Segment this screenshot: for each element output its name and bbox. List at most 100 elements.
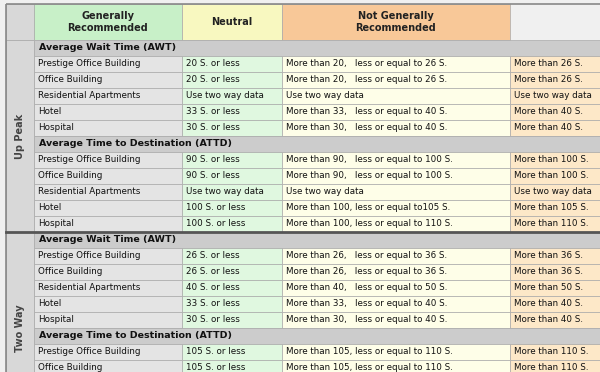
Bar (282, 56, 510, 72)
Bar (182, 88, 282, 104)
Bar (6, 200, 34, 216)
Text: More than 26,   less or equal to 36 S.: More than 26, less or equal to 36 S. (286, 251, 447, 260)
Text: Use two way data: Use two way data (186, 187, 264, 196)
Bar (34, 184, 182, 200)
Text: More than 105, less or equal to 110 S.: More than 105, less or equal to 110 S. (286, 347, 453, 356)
Bar (34, 72, 182, 88)
Bar (282, 344, 510, 360)
Bar (34, 312, 182, 328)
Bar (182, 104, 282, 120)
Text: More than 40 S.: More than 40 S. (514, 299, 583, 308)
Bar (510, 104, 600, 120)
Text: More than 26 S.: More than 26 S. (514, 76, 583, 84)
Text: Prestige Office Building: Prestige Office Building (38, 251, 140, 260)
Text: Prestige Office Building: Prestige Office Building (38, 60, 140, 68)
Bar (6, 40, 34, 56)
Bar (182, 296, 282, 312)
Bar (6, 344, 34, 360)
Bar (182, 168, 282, 184)
Bar (6, 4, 34, 40)
Bar (182, 360, 282, 372)
Text: Generally
Recommended: Generally Recommended (68, 11, 148, 33)
Bar (510, 312, 600, 328)
Bar (6, 72, 34, 88)
Text: More than 90,   less or equal to 100 S.: More than 90, less or equal to 100 S. (286, 171, 453, 180)
Text: More than 26,   less or equal to 36 S.: More than 26, less or equal to 36 S. (286, 267, 447, 276)
Text: More than 30,   less or equal to 40 S.: More than 30, less or equal to 40 S. (286, 315, 448, 324)
Bar (182, 4, 282, 40)
Bar (34, 88, 182, 104)
Bar (6, 360, 34, 372)
Text: More than 36 S.: More than 36 S. (514, 251, 583, 260)
Bar (6, 216, 34, 232)
Bar (510, 216, 600, 232)
Bar (34, 328, 600, 344)
Bar (34, 200, 182, 216)
Text: Average Wait Time (AWT): Average Wait Time (AWT) (39, 44, 176, 52)
Bar (282, 104, 510, 120)
Bar (6, 88, 34, 104)
Text: Hospital: Hospital (38, 219, 74, 228)
Bar (34, 136, 600, 152)
Text: Office Building: Office Building (38, 267, 103, 276)
Text: Neutral: Neutral (211, 17, 253, 27)
Text: Up Peak: Up Peak (15, 113, 25, 158)
Bar (510, 248, 600, 264)
Bar (6, 168, 34, 184)
Bar (510, 152, 600, 168)
Bar (510, 344, 600, 360)
Text: 20 S. or less: 20 S. or less (186, 60, 240, 68)
Bar (6, 232, 34, 372)
Text: Use two way data: Use two way data (514, 187, 592, 196)
Text: 105 S. or less: 105 S. or less (186, 363, 245, 372)
Text: Hotel: Hotel (38, 299, 61, 308)
Text: 20 S. or less: 20 S. or less (186, 76, 240, 84)
Text: 30 S. or less: 30 S. or less (186, 315, 240, 324)
Text: Office Building: Office Building (38, 76, 103, 84)
Text: Office Building: Office Building (38, 171, 103, 180)
Bar (34, 216, 182, 232)
Text: Prestige Office Building: Prestige Office Building (38, 155, 140, 164)
Bar (6, 280, 34, 296)
Bar (282, 4, 510, 40)
Bar (282, 168, 510, 184)
Text: More than 50 S.: More than 50 S. (514, 283, 583, 292)
Text: 33 S. or less: 33 S. or less (186, 108, 240, 116)
Bar (6, 328, 34, 344)
Bar (510, 56, 600, 72)
Bar (182, 200, 282, 216)
Text: Residential Apartments: Residential Apartments (38, 187, 140, 196)
Text: More than 110 S.: More than 110 S. (514, 363, 589, 372)
Bar (34, 232, 600, 248)
Bar (510, 360, 600, 372)
Text: More than 26 S.: More than 26 S. (514, 60, 583, 68)
Text: Use two way data: Use two way data (186, 92, 264, 100)
Text: Hotel: Hotel (38, 108, 61, 116)
Text: More than 40 S.: More than 40 S. (514, 124, 583, 132)
Bar (182, 280, 282, 296)
Bar (6, 184, 34, 200)
Bar (182, 312, 282, 328)
Bar (6, 264, 34, 280)
Bar (182, 120, 282, 136)
Text: Average Time to Destination (ATTD): Average Time to Destination (ATTD) (39, 140, 232, 148)
Bar (34, 152, 182, 168)
Bar (34, 344, 182, 360)
Bar (6, 40, 34, 232)
Bar (6, 312, 34, 328)
Bar (182, 344, 282, 360)
Text: More than 100 S.: More than 100 S. (514, 171, 589, 180)
Bar (510, 88, 600, 104)
Bar (510, 264, 600, 280)
Text: Hospital: Hospital (38, 124, 74, 132)
Bar (510, 200, 600, 216)
Text: More than 36 S.: More than 36 S. (514, 267, 583, 276)
Text: Residential Apartments: Residential Apartments (38, 92, 140, 100)
Text: Use two way data: Use two way data (514, 92, 592, 100)
Bar (182, 264, 282, 280)
Text: Hotel: Hotel (38, 203, 61, 212)
Text: More than 20,   less or equal to 26 S.: More than 20, less or equal to 26 S. (286, 76, 447, 84)
Bar (282, 184, 510, 200)
Bar (6, 248, 34, 264)
Text: More than 40,   less or equal to 50 S.: More than 40, less or equal to 50 S. (286, 283, 448, 292)
